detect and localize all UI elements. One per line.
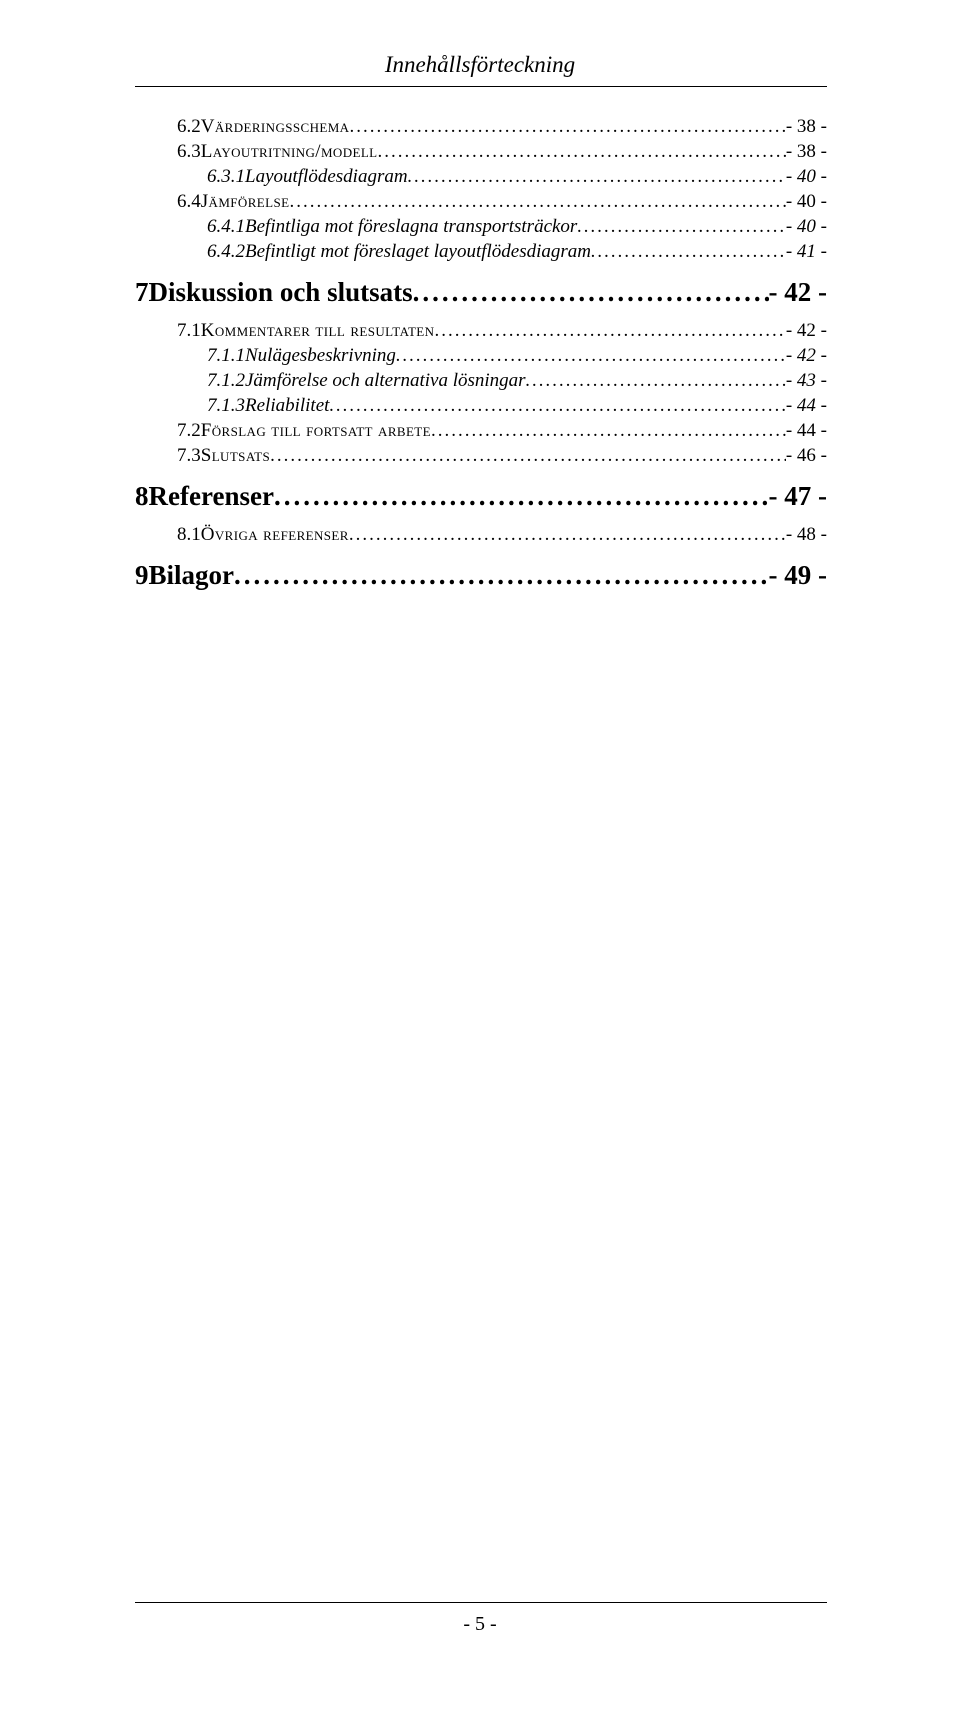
toc-entry-page: - 40 - — [786, 191, 827, 213]
toc-dot-leader: ........................................… — [329, 395, 785, 417]
toc-dot-leader: ........................................… — [274, 481, 769, 512]
toc-entry-page: - 38 - — [786, 116, 827, 138]
toc-entry-label: Befintliga mot föreslagna transportsträc… — [245, 216, 577, 238]
toc-entry-page: - 40 - — [786, 216, 827, 238]
toc-entry-page: - 46 - — [786, 445, 827, 467]
toc-dot-leader: ........................................… — [434, 320, 785, 342]
toc-dot-leader: ........................................… — [270, 445, 786, 467]
toc-entry-label: Layoutflödesdiagram — [245, 166, 408, 188]
toc-entry-label: Befintligt mot föreslaget layoutflödesdi… — [245, 241, 591, 263]
toc-dot-leader: ........................................… — [289, 191, 785, 213]
toc-entry-page: - 42 - — [786, 345, 827, 367]
toc-entry: 6.3Layoutritning/modell ................… — [135, 141, 827, 163]
toc-dot-leader: ........................................… — [234, 560, 769, 591]
toc-dot-leader: ........................................… — [413, 277, 769, 308]
toc-entry: 6.3.1Layoutflödesdiagram ...............… — [135, 166, 827, 188]
footer-divider — [135, 1602, 827, 1603]
toc-entry: 7Diskussion och slutsats ...............… — [135, 277, 827, 308]
toc-entry-page: - 49 - — [769, 560, 827, 591]
toc-entry: 7.1.2Jämförelse och alternativa lösninga… — [135, 370, 827, 392]
toc-entry-number: 7.1.1 — [207, 345, 245, 367]
toc-entry: 7.3Slutsats ............................… — [135, 445, 827, 467]
toc-entry: 7.1.3Reliabilitet ......................… — [135, 395, 827, 417]
toc-entry-number: 6.4 — [177, 191, 201, 213]
toc-entry: 6.4.1Befintliga mot föreslagna transport… — [135, 216, 827, 238]
toc-entry-label: Värderingsschema — [201, 116, 350, 138]
toc-entry-label: Layoutritning/modell — [201, 141, 378, 163]
toc-entry-number: 6.3 — [177, 141, 201, 163]
toc-dot-leader: ........................................… — [378, 141, 786, 163]
toc-entry-page: - 47 - — [769, 481, 827, 512]
toc-entry-page: - 43 - — [786, 370, 827, 392]
toc-entry-number: 7.2 — [177, 420, 201, 442]
toc-dot-leader: ........................................… — [349, 116, 785, 138]
toc-entry-number: 6.3.1 — [207, 166, 245, 188]
toc-dot-leader: ........................................… — [526, 370, 786, 392]
toc-entry-number: 7.3 — [177, 445, 201, 467]
toc-entry-page: - 40 - — [786, 166, 827, 188]
toc-entry-number: 7 — [135, 277, 149, 308]
toc-entry: 7.1Kommentarer till resultaten .........… — [135, 320, 827, 342]
toc-entry: 6.4.2Befintligt mot föreslaget layoutflö… — [135, 241, 827, 263]
toc-dot-leader: ........................................… — [591, 241, 786, 263]
toc-entry-label: Kommentarer till resultaten — [201, 320, 435, 342]
toc-entry-label: Jämförelse och alternativa lösningar — [245, 370, 526, 392]
toc-entry: 7.1.1Nulägesbeskrivning ................… — [135, 345, 827, 367]
page-number: - 5 - — [0, 1613, 960, 1636]
toc-entry: 8.1Övriga referenser ...................… — [135, 524, 827, 546]
toc-entry: 8Referenser ............................… — [135, 481, 827, 512]
page: Innehållsförteckning 6.2Värderingsschema… — [0, 0, 960, 1718]
toc-entry-number: 9 — [135, 560, 149, 591]
toc-entry-page: - 42 - — [786, 320, 827, 342]
toc-entry-page: - 41 - — [786, 241, 827, 263]
toc-dot-leader: ........................................… — [577, 216, 786, 238]
toc-entry-number: 8.1 — [177, 524, 201, 546]
toc-entry-label: Reliabilitet — [245, 395, 329, 417]
header-divider — [135, 86, 827, 87]
toc-entry-number: 8 — [135, 481, 149, 512]
toc-entry-label: Diskussion och slutsats — [149, 277, 413, 308]
toc-entry-page: - 42 - — [769, 277, 827, 308]
toc-entry-page: - 44 - — [786, 395, 827, 417]
toc-dot-leader: ........................................… — [349, 524, 786, 546]
toc-entry-number: 6.4.1 — [207, 216, 245, 238]
toc-entry-label: Förslag till fortsatt arbete — [201, 420, 431, 442]
toc-entry: 6.2Värderingsschema ....................… — [135, 116, 827, 138]
toc-entry-page: - 44 - — [786, 420, 827, 442]
toc-dot-leader: ........................................… — [396, 345, 786, 367]
toc-entry-number: 7.1.2 — [207, 370, 245, 392]
toc-entry-page: - 48 - — [786, 524, 827, 546]
toc-entry-number: 6.2 — [177, 116, 201, 138]
toc-entry-label: Jämförelse — [201, 191, 290, 213]
toc-dot-leader: ........................................… — [431, 420, 786, 442]
toc-entry-number: 7.1 — [177, 320, 201, 342]
toc-entry-label: Nulägesbeskrivning — [245, 345, 396, 367]
toc-entry-number: 6.4.2 — [207, 241, 245, 263]
page-header-title: Innehållsförteckning — [0, 52, 960, 78]
toc-entry: 9Bilagor ...............................… — [135, 560, 827, 591]
toc-dot-leader: ........................................… — [408, 166, 786, 188]
toc-entry: 6.4Jämförelse ..........................… — [135, 191, 827, 213]
toc-entry-number: 7.1.3 — [207, 395, 245, 417]
toc-entry-label: Slutsats — [201, 445, 270, 467]
toc-entry-label: Bilagor — [149, 560, 235, 591]
toc-entry-page: - 38 - — [786, 141, 827, 163]
toc-entry-label: Referenser — [149, 481, 274, 512]
toc-entry: 7.2Förslag till fortsatt arbete ........… — [135, 420, 827, 442]
table-of-contents: 6.2Värderingsschema ....................… — [135, 116, 827, 603]
toc-entry-label: Övriga referenser — [201, 524, 349, 546]
